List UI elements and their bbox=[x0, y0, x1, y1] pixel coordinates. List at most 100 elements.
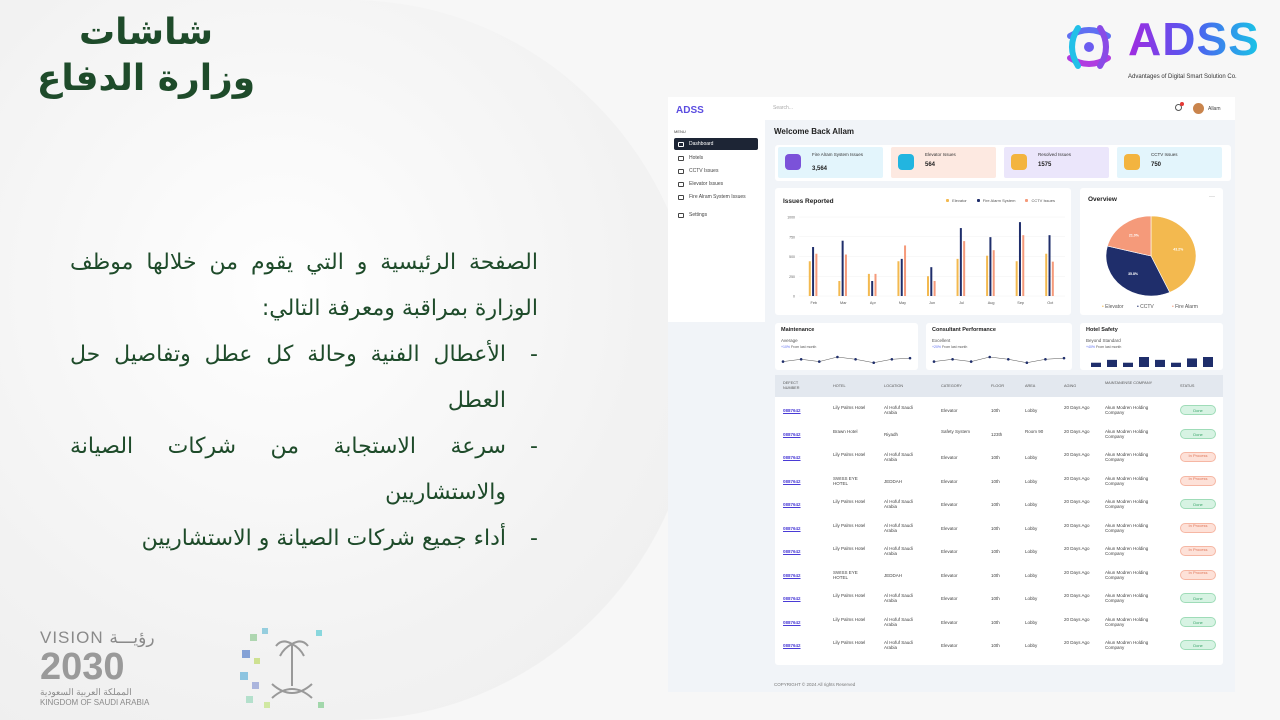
more-options-icon[interactable]: ··· bbox=[1209, 194, 1215, 200]
bar-cctv-issues bbox=[904, 245, 907, 296]
sparkline-point bbox=[932, 360, 936, 363]
avatar[interactable] bbox=[1193, 103, 1204, 114]
sidebar-item-elevator-issues[interactable]: Elevator Issues bbox=[674, 178, 758, 190]
bullet-item: - سرعة الاستجابة من شركات الصيانة والاستش… bbox=[70, 434, 538, 505]
defect-number-link[interactable]: 0887642 bbox=[783, 549, 801, 554]
table-row[interactable]: 0887642 Lily Palms Hotel Al Hofuf Saudi Ar… bbox=[775, 399, 1223, 422]
table-cell: Lily Palms Hotel bbox=[833, 522, 866, 528]
table-cell: Al Hofuf Saudi Arabia bbox=[884, 405, 913, 415]
table-row[interactable]: 0887642 Lily Palms Hotel Al Hofuf Saudi Ar… bbox=[775, 446, 1223, 469]
sparkline-point bbox=[908, 356, 912, 360]
table-cell: 20 Days Ago bbox=[1064, 475, 1090, 481]
gear-icon bbox=[678, 212, 684, 218]
status-badge: Done bbox=[1180, 593, 1216, 603]
table-cell: 123th bbox=[991, 431, 1003, 437]
search-input[interactable]: Search... bbox=[773, 105, 794, 111]
column-header[interactable]: LOCATION bbox=[884, 384, 904, 388]
column-header[interactable]: DEFECT NUMBER bbox=[783, 381, 800, 390]
table-cell: Lobby bbox=[1025, 549, 1038, 554]
defect-number-link[interactable]: 0887642 bbox=[783, 431, 801, 437]
sidebar-item-dashboard[interactable]: Dashboard bbox=[674, 138, 758, 150]
stat-card[interactable]: Fire Alram System Issues 3,564 bbox=[778, 147, 883, 178]
column-header[interactable]: AGING bbox=[1064, 384, 1077, 388]
slide-title: شاشات وزارة الدفاع bbox=[36, 12, 256, 99]
pie-legend-item: • Fire Alarm bbox=[1172, 304, 1198, 310]
pie-value-label: 35.8% bbox=[1128, 272, 1139, 276]
table-cell: 20 Days Ago bbox=[1064, 428, 1090, 434]
defect-number-link[interactable]: 0887642 bbox=[783, 572, 801, 578]
overview-panel: Overview ··· 43.2% 35.8% 21.0% • Elevator • … bbox=[1080, 188, 1223, 315]
column-header[interactable]: AREA bbox=[1025, 384, 1036, 388]
defect-number-link[interactable]: 0887642 bbox=[783, 619, 801, 625]
column-header[interactable]: HOTEL bbox=[833, 384, 846, 388]
table-cell: 10th bbox=[991, 455, 1000, 460]
sparkline-point bbox=[836, 355, 839, 359]
table-cell: 20 Days Ago bbox=[1064, 452, 1090, 457]
mini-bar bbox=[1139, 357, 1149, 367]
notification-bell-icon[interactable] bbox=[1175, 104, 1182, 111]
vision-2030-logo: VISION رؤيـــة 2030 المملكة العربية السع… bbox=[40, 628, 155, 707]
sparkline-point bbox=[969, 360, 973, 363]
status-badge: Done bbox=[1180, 616, 1216, 627]
table-row[interactable]: 0887642 Lily Palms Hotel Al Hofuf Saudi Ar… bbox=[775, 493, 1223, 516]
sparkline bbox=[932, 355, 1066, 365]
column-header[interactable]: STATUS bbox=[1180, 384, 1195, 388]
sidebar-item-settings[interactable]: Settings bbox=[674, 209, 758, 221]
top-bar: Search... Allam bbox=[765, 97, 1235, 120]
bar-elevator bbox=[808, 261, 811, 296]
table-cell: 20 Days Ago bbox=[1064, 405, 1090, 410]
kpi-change: +40% From last month bbox=[1086, 345, 1122, 349]
table-cell: Elevator bbox=[941, 549, 958, 554]
kpi-card-hotel-safety: Hotel Safety Beyond Standard +40% From las… bbox=[1080, 323, 1223, 370]
pie-chart: 43.2% 35.8% 21.0% • Elevator • CCTV • Fire Al… bbox=[1102, 215, 1198, 310]
defect-number-link[interactable]: 0887642 bbox=[783, 502, 801, 507]
stat-card[interactable]: Elevator Issues 564 bbox=[891, 147, 996, 178]
bullet-item: - أداء جميع شركات الصيانة و الاستشاريين bbox=[141, 526, 538, 551]
table-cell: 20 Days Ago bbox=[1064, 616, 1090, 622]
user-name[interactable]: Allam bbox=[1208, 106, 1221, 112]
table-row[interactable]: 0887642 Lily Palms Hotel Al Hofuf Saudi Ar… bbox=[775, 634, 1223, 657]
defect-number-link[interactable]: 0887642 bbox=[783, 643, 801, 648]
cctv-icon bbox=[678, 168, 684, 174]
table-row[interactable]: 0887642 Brawn Hotel Riyadh Safety System 123… bbox=[775, 423, 1223, 446]
column-header[interactable]: MAINTANENSE COMPANY bbox=[1105, 381, 1153, 385]
table-cell: 20 Days Ago bbox=[1064, 640, 1090, 645]
table-row[interactable]: 0887642 SWISS EYE HOTEL JEDDAH Elevator 10th… bbox=[775, 470, 1223, 493]
bar-cctv-issues bbox=[963, 241, 966, 296]
table-cell: 10th bbox=[991, 643, 1000, 648]
defect-number-link[interactable]: 0887642 bbox=[783, 525, 801, 531]
table-cell: Elevator bbox=[941, 619, 958, 625]
table-cell: Safety System bbox=[941, 428, 971, 434]
sparkline-point bbox=[854, 357, 857, 361]
sidebar-item-hotels[interactable]: Hotels bbox=[674, 152, 758, 164]
x-tick-label: May bbox=[899, 301, 906, 305]
status-badge: Done bbox=[1180, 499, 1216, 509]
table-cell: 10th bbox=[991, 572, 1000, 578]
sparkline-point bbox=[817, 360, 821, 363]
defect-number-link[interactable]: 0887642 bbox=[783, 596, 801, 601]
table-row[interactable]: 0887642 Lily Palms Hotel Al Hofuf Saudi Ar… bbox=[775, 611, 1223, 634]
defect-number-link[interactable]: 0887642 bbox=[783, 478, 801, 484]
pie-legend-item: • CCTV bbox=[1137, 304, 1154, 310]
stat-card[interactable]: Resolved Issues 1575 bbox=[1004, 147, 1109, 178]
table-cell: 20 Days Ago bbox=[1064, 593, 1090, 598]
table-row[interactable]: 0887642 Lily Palms Hotel Al Hofuf Saudi Ar… bbox=[775, 517, 1223, 540]
status-badge: In Process bbox=[1180, 522, 1216, 533]
defect-number-link[interactable]: 0887642 bbox=[783, 408, 801, 413]
table-cell: Elevator bbox=[941, 478, 958, 484]
column-header[interactable]: CATEGORY bbox=[941, 384, 962, 388]
elevator-icon bbox=[898, 154, 914, 170]
y-tick-label: 0 bbox=[793, 295, 795, 299]
y-tick-label: 250 bbox=[789, 275, 795, 279]
defect-number-link[interactable]: 0887642 bbox=[783, 455, 801, 460]
table-row[interactable]: 0887642 Lily Palms Hotel Al Hofuf Saudi Ar… bbox=[775, 587, 1223, 610]
table-row[interactable]: 0887642 Lily Palms Hotel Al Hofuf Saudi Ar… bbox=[775, 540, 1223, 563]
legend-item: Elevator bbox=[946, 198, 967, 203]
stat-card[interactable]: CCTV Issues 750 bbox=[1117, 147, 1222, 178]
column-header[interactable]: FLOOR bbox=[991, 384, 1005, 388]
table-cell: Akun Modren Holding Company bbox=[1105, 593, 1149, 603]
sidebar-item-cctv-issues[interactable]: CCTV Issues bbox=[674, 165, 758, 177]
sidebar-item-fire-alram-system-issues[interactable]: Fire Alram System Issues bbox=[674, 191, 758, 203]
kpi-subtitle: Excellent bbox=[932, 338, 951, 343]
table-row[interactable]: 0887642 SWISS EYE HOTEL JEDDAH Elevator 10th… bbox=[775, 564, 1223, 587]
